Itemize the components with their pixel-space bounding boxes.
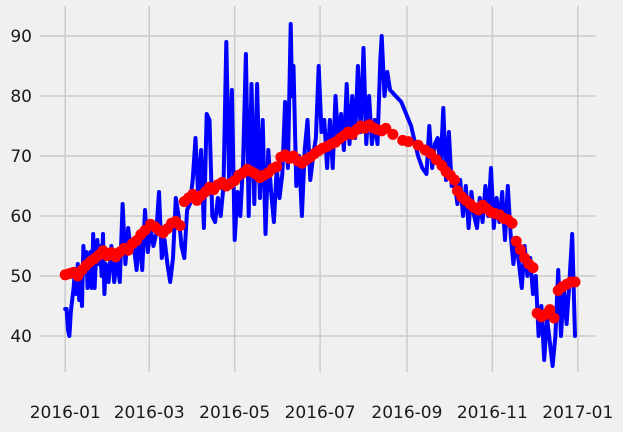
series-layer bbox=[59, 22, 581, 368]
y-tick-label: 80 bbox=[10, 87, 32, 107]
y-tick-label: 70 bbox=[10, 147, 32, 167]
data-point bbox=[510, 235, 522, 247]
y-axis-ticks: 40 50 60 70 80 90 bbox=[10, 27, 32, 347]
data-point bbox=[569, 276, 581, 288]
x-axis-ticks: 2016-01 2016-03 2016-05 2016-07 2016-09 2016-… bbox=[30, 403, 614, 423]
x-tick-label: 2016-07 bbox=[285, 403, 356, 423]
x-tick-label: 2017-01 bbox=[542, 403, 613, 423]
data-point bbox=[387, 128, 399, 140]
data-point bbox=[506, 217, 518, 229]
data-point bbox=[514, 244, 526, 256]
data-point bbox=[548, 312, 560, 324]
y-tick-label: 90 bbox=[10, 27, 32, 47]
x-tick-label: 2016-09 bbox=[371, 403, 442, 423]
data-point bbox=[449, 174, 460, 186]
grid-lines bbox=[40, 6, 596, 372]
data-point bbox=[271, 161, 283, 173]
data-point bbox=[527, 262, 539, 274]
actual-temperature-line bbox=[63, 22, 577, 368]
data-point bbox=[174, 220, 186, 232]
data-point bbox=[402, 136, 414, 148]
x-tick-label: 2016-05 bbox=[199, 403, 270, 423]
x-tick-label: 2016-11 bbox=[457, 403, 528, 423]
y-tick-label: 60 bbox=[10, 207, 32, 227]
y-tick-label: 40 bbox=[10, 327, 32, 347]
x-tick-label: 2016-01 bbox=[30, 403, 101, 423]
y-tick-label: 50 bbox=[10, 267, 32, 287]
data-point bbox=[544, 304, 556, 316]
x-tick-label: 2016-03 bbox=[114, 403, 185, 423]
smoothed-marker-series bbox=[59, 119, 581, 324]
